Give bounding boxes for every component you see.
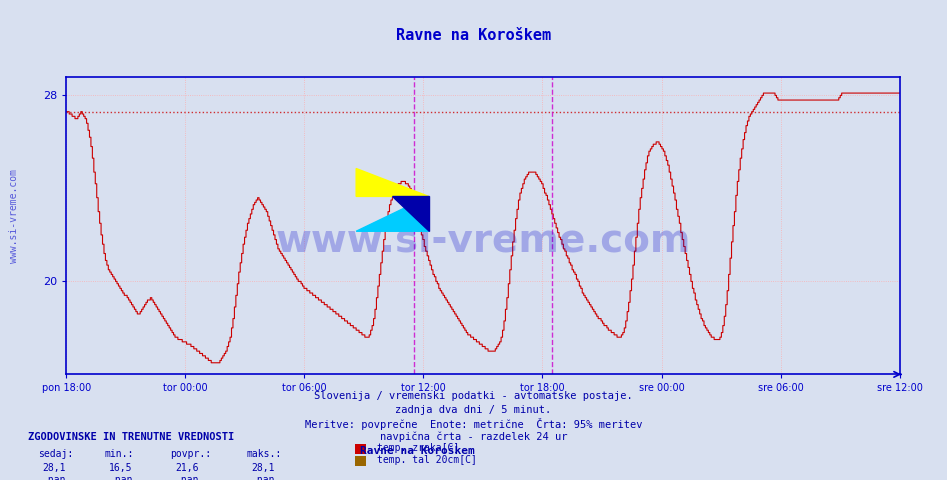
Text: 16,5: 16,5 bbox=[109, 463, 133, 473]
Polygon shape bbox=[356, 196, 429, 231]
Text: maks.:: maks.: bbox=[246, 449, 281, 459]
Text: temp. zraka[C]: temp. zraka[C] bbox=[377, 444, 459, 453]
Polygon shape bbox=[356, 168, 429, 196]
Text: Meritve: povprečne  Enote: metrične  Črta: 95% meritev: Meritve: povprečne Enote: metrične Črta:… bbox=[305, 418, 642, 430]
Text: -nan: -nan bbox=[251, 475, 275, 480]
Text: min.:: min.: bbox=[104, 449, 134, 459]
Text: www.si-vreme.com: www.si-vreme.com bbox=[9, 169, 19, 263]
Text: sedaj:: sedaj: bbox=[38, 449, 73, 459]
Text: 28,1: 28,1 bbox=[43, 463, 66, 473]
Text: -nan: -nan bbox=[109, 475, 133, 480]
Text: Ravne na Koroškem: Ravne na Koroškem bbox=[396, 28, 551, 43]
Text: povpr.:: povpr.: bbox=[170, 449, 211, 459]
Text: -nan: -nan bbox=[175, 475, 199, 480]
Text: www.si-vreme.com: www.si-vreme.com bbox=[276, 221, 690, 260]
Text: ZGODOVINSKE IN TRENUTNE VREDNOSTI: ZGODOVINSKE IN TRENUTNE VREDNOSTI bbox=[28, 432, 235, 442]
Text: navpična črta - razdelek 24 ur: navpična črta - razdelek 24 ur bbox=[380, 432, 567, 442]
Text: 21,6: 21,6 bbox=[175, 463, 199, 473]
Polygon shape bbox=[392, 196, 429, 231]
Text: Slovenija / vremenski podatki - avtomatske postaje.: Slovenija / vremenski podatki - avtomats… bbox=[314, 391, 633, 401]
Text: temp. tal 20cm[C]: temp. tal 20cm[C] bbox=[377, 456, 476, 465]
Text: zadnja dva dni / 5 minut.: zadnja dva dni / 5 minut. bbox=[396, 405, 551, 415]
Text: 28,1: 28,1 bbox=[251, 463, 275, 473]
Text: -nan: -nan bbox=[43, 475, 66, 480]
Text: Ravne na Koroškem: Ravne na Koroškem bbox=[360, 446, 474, 456]
